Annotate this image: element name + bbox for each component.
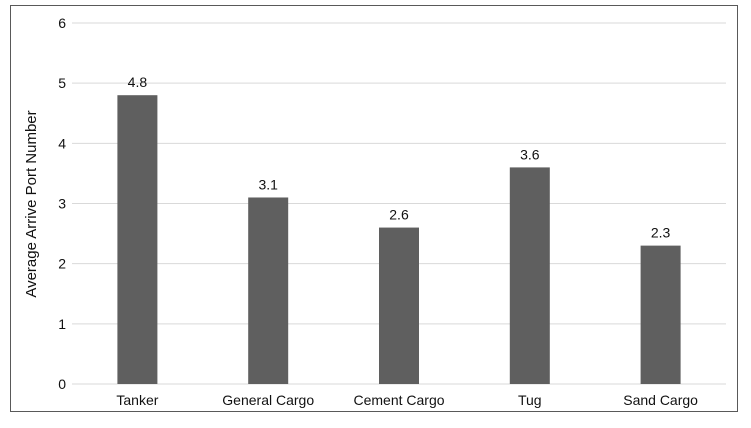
y-tick-label: 3 [58, 196, 66, 212]
data-label: 2.3 [651, 225, 671, 241]
data-label: 3.6 [520, 146, 540, 162]
y-axis-ticks: 0 1 2 3 4 5 6 [58, 15, 66, 392]
bar-tug [509, 167, 550, 384]
bar-tanker [117, 95, 158, 384]
gridlines [72, 22, 726, 385]
data-label: 3.1 [258, 176, 278, 192]
x-tick-label: Cement Cargo [353, 392, 444, 408]
y-tick-label: 1 [58, 316, 66, 332]
data-labels: 4.8 3.1 2.6 3.6 2.3 [128, 74, 671, 240]
x-tick-label: General Cargo [222, 392, 314, 408]
y-axis-label: Average Arrive Port Number [23, 110, 40, 297]
bar-sand-cargo [640, 245, 681, 384]
data-label: 2.6 [389, 207, 409, 223]
y-tick-label: 5 [58, 75, 66, 91]
bars [117, 95, 681, 384]
x-tick-label: Sand Cargo [623, 392, 698, 408]
x-tick-label: Tanker [116, 392, 158, 408]
y-tick-label: 2 [58, 256, 66, 272]
y-tick-label: 6 [58, 15, 66, 31]
bar-cement-cargo [379, 227, 419, 384]
y-tick-label: 0 [58, 376, 66, 392]
y-tick-label: 4 [58, 135, 66, 151]
bar-general-cargo [248, 197, 289, 384]
x-axis-ticks: Tanker General Cargo Cement Cargo Tug Sand C… [116, 392, 698, 408]
data-label: 4.8 [128, 74, 148, 90]
x-tick-label: Tug [518, 392, 542, 408]
